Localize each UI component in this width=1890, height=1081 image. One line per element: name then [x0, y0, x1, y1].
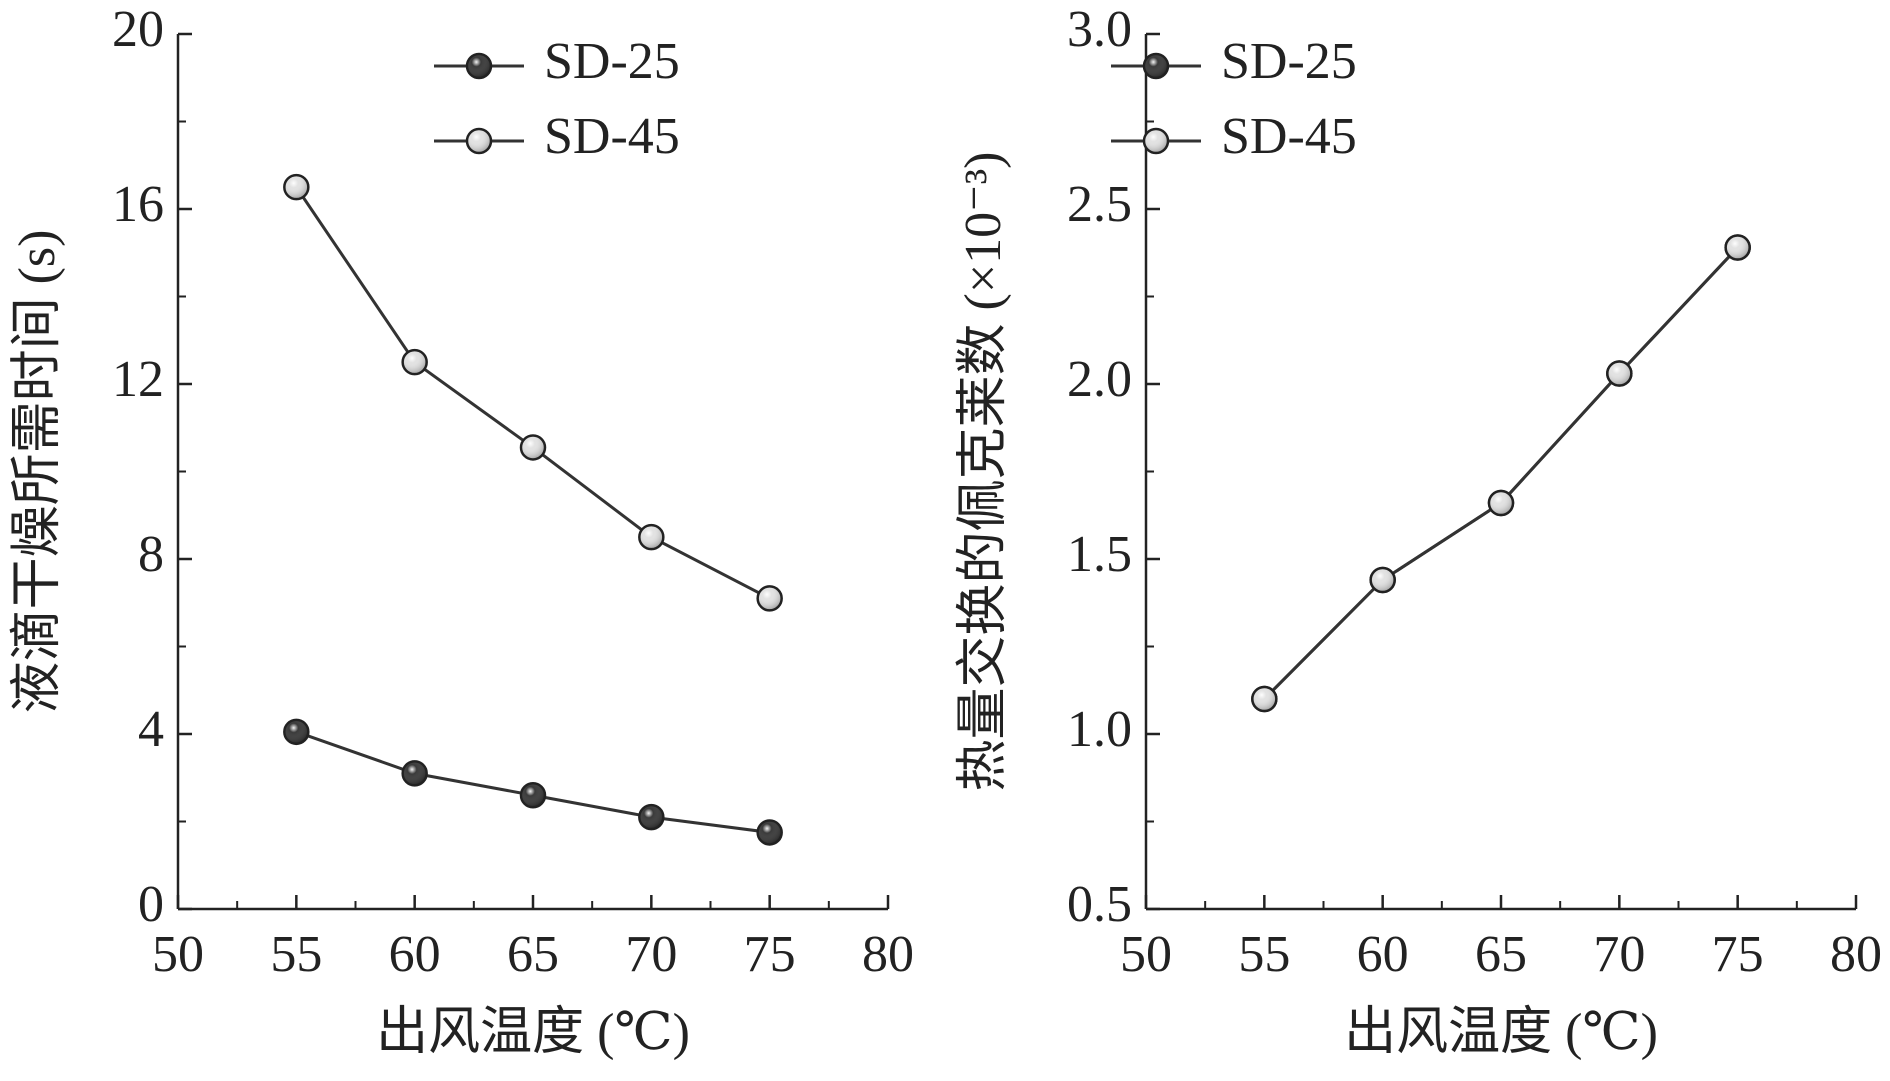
legend-label: SD-45	[1221, 108, 1357, 165]
marker	[638, 803, 665, 831]
series-line	[1263, 246, 1739, 701]
x-tick-label: 70	[625, 926, 677, 983]
marker-shade	[1145, 55, 1167, 77]
x-tick-label: 75	[1712, 926, 1764, 983]
y-axis-label: 液滴干燥所需时间 (s)	[9, 230, 66, 714]
x-tick-label: 65	[507, 926, 559, 983]
legend-marker	[1142, 52, 1170, 80]
marker	[401, 348, 428, 376]
x-tick-label: 50	[1120, 926, 1172, 983]
marker-shade	[403, 762, 426, 785]
y-tick-label: 8	[138, 526, 164, 583]
marker-shade	[640, 526, 663, 549]
legend-label: SD-45	[544, 108, 680, 165]
x-axis-label: 出风温度 (℃)	[376, 1004, 690, 1061]
marker-shade	[1253, 688, 1276, 710]
x-tick-label: 65	[1475, 926, 1527, 983]
marker-shade	[1490, 492, 1512, 514]
marker	[519, 782, 547, 809]
y-tick-label: 2.5	[1067, 176, 1132, 233]
marker-shade	[522, 436, 544, 459]
marker	[756, 585, 783, 612]
y-axis-label: 热量交换的佩克莱数 (×10⁻³)	[955, 152, 1012, 792]
y-tick-label: 4	[138, 701, 164, 758]
x-tick-label: 55	[270, 926, 322, 983]
y-tick-label: 20	[112, 1, 164, 58]
marker	[283, 173, 310, 201]
x-tick-label: 80	[862, 926, 914, 983]
marker-shade	[640, 806, 663, 829]
legend-label: SD-25	[544, 33, 680, 90]
legend-marker	[465, 52, 493, 80]
x-tick-label: 80	[1830, 926, 1882, 983]
y-tick-label: 1.5	[1067, 526, 1132, 583]
marker-shade	[1145, 130, 1167, 152]
marker-shade	[1608, 362, 1631, 385]
y-tick-label: 2.0	[1067, 351, 1132, 408]
marker	[1606, 360, 1633, 387]
legend-marker	[1142, 127, 1170, 155]
marker-shade	[1726, 236, 1749, 259]
marker-shade	[285, 176, 308, 199]
x-tick-label: 60	[389, 926, 441, 983]
y-tick-label: 0.5	[1067, 876, 1132, 933]
marker	[1724, 234, 1751, 261]
marker	[401, 760, 428, 787]
x-tick-label: 75	[744, 926, 796, 983]
y-tick-label: 16	[112, 176, 164, 233]
marker	[1251, 685, 1278, 713]
marker-shade	[1371, 569, 1394, 591]
x-tick-label: 50	[152, 926, 204, 983]
marker	[756, 819, 783, 846]
marker-shade	[468, 130, 490, 152]
marker	[519, 434, 547, 461]
x-tick-label: 70	[1593, 926, 1645, 983]
marker-shade	[758, 587, 781, 610]
marker	[1487, 489, 1515, 517]
marker-shade	[758, 821, 781, 844]
y-tick-label: 12	[112, 351, 164, 408]
marker-shade	[285, 720, 308, 743]
legend-marker	[465, 127, 493, 155]
marker-shade	[522, 784, 544, 807]
y-tick-label: 0	[138, 876, 164, 933]
y-tick-label: 3.0	[1067, 1, 1132, 58]
marker-shade	[403, 351, 426, 374]
marker-shade	[468, 55, 490, 77]
marker	[638, 523, 665, 551]
marker	[283, 718, 310, 746]
series-line	[295, 186, 771, 600]
x-tick-label: 55	[1238, 926, 1290, 983]
x-axis-label: 出风温度 (℃)	[1344, 1004, 1658, 1061]
y-tick-label: 1.0	[1067, 701, 1132, 758]
x-tick-label: 60	[1357, 926, 1409, 983]
series-line	[1263, 246, 1739, 701]
marker	[1369, 566, 1396, 594]
legend-label: SD-25	[1221, 33, 1357, 90]
